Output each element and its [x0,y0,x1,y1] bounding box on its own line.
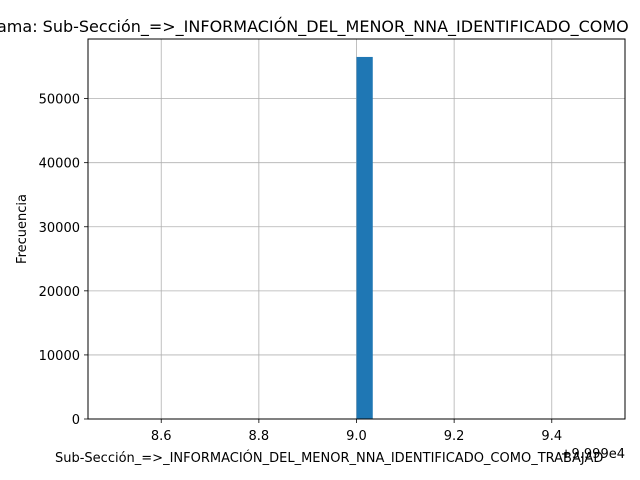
chart-title: ama: Sub-Sección_=>_INFORMACIÓN_DEL_MENO… [0,17,629,37]
histogram-bar [356,56,373,420]
ticks: 8.6 8.8 9.0 9.2 9.4 0 10000 20000 30000 40000 5000… [39,93,562,444]
x-tick-label: 9.2 [444,429,465,444]
y-tick-label: 10000 [39,349,80,364]
x-tick-label: 9.0 [346,429,367,444]
y-tick-label: 0 [72,413,80,428]
bars [356,56,373,420]
x-axis-label: Sub-Sección_=>_INFORMACIÓN_DEL_MENOR_NNA… [55,450,603,466]
x-offset-label: +9.999e4 [561,447,625,462]
y-tick-label: 50000 [39,93,80,108]
x-tick-label: 8.8 [249,429,270,444]
y-tick-label: 30000 [39,221,80,236]
x-tick-label: 8.6 [151,429,172,444]
y-tick-label: 40000 [39,157,80,172]
y-axis-label: Frecuencia [15,194,30,264]
y-tick-label: 20000 [39,285,80,300]
x-tick-label: 9.4 [541,429,562,444]
